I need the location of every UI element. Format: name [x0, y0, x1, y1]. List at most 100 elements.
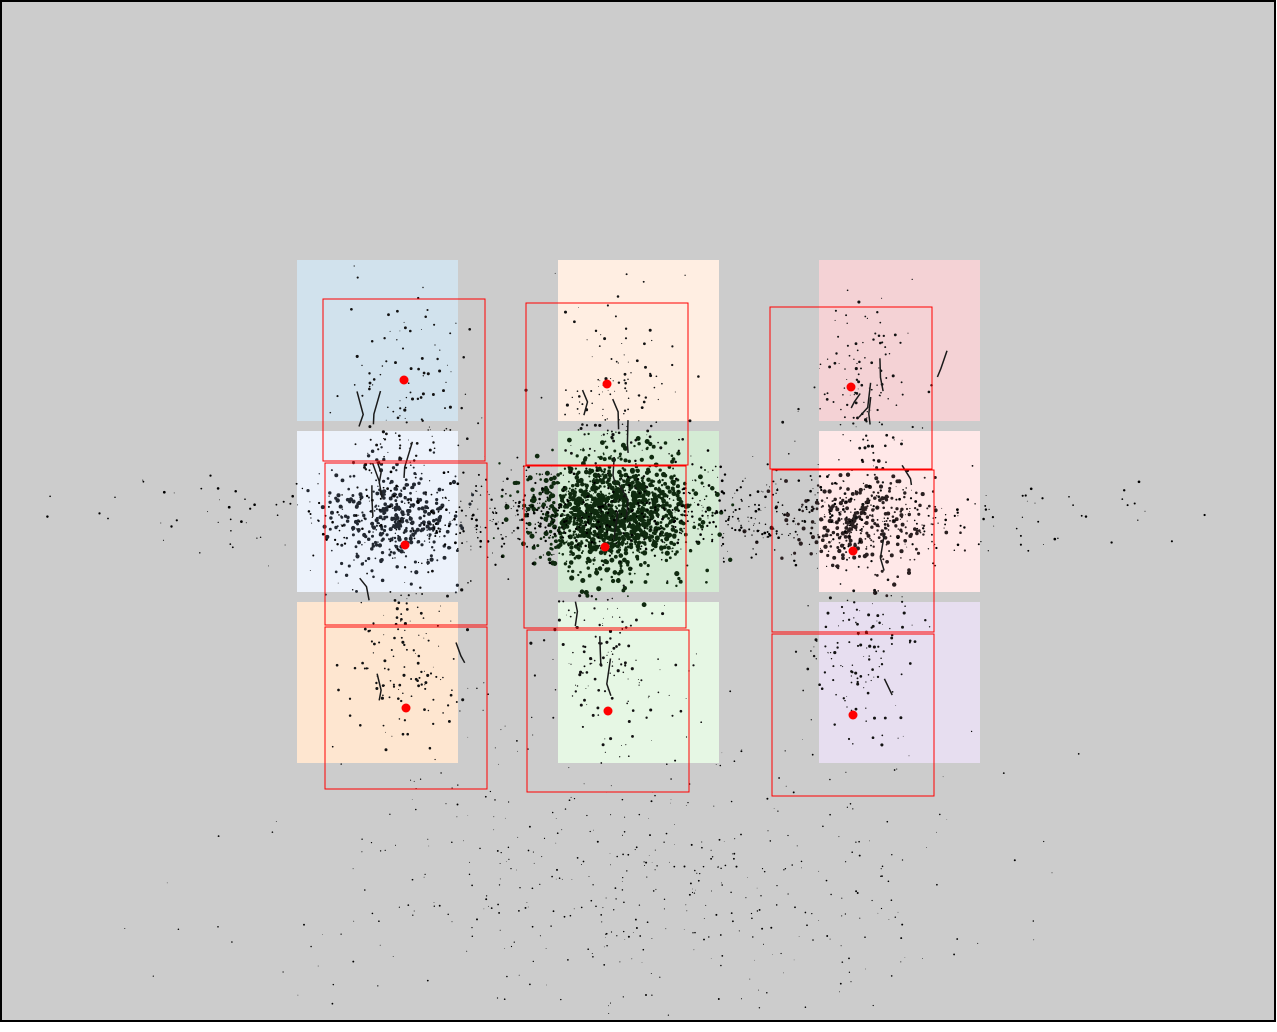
scatter-point — [933, 476, 937, 479]
scatter-point — [625, 480, 630, 485]
scatter-point — [562, 600, 565, 603]
scatter-point — [282, 971, 284, 973]
scatter-point — [841, 897, 843, 899]
scatter-point — [863, 511, 867, 516]
centroid-marker-top-left — [399, 375, 409, 385]
scatter-point — [465, 514, 467, 517]
scatter-point — [434, 758, 436, 761]
scatter-point — [664, 501, 669, 506]
scatter-point — [426, 560, 430, 565]
scatter-point — [343, 542, 347, 545]
scatter-point — [837, 548, 842, 554]
scatter-point — [635, 522, 637, 524]
scatter-point — [695, 540, 698, 543]
scatter-point — [629, 545, 634, 550]
scatter-point — [563, 467, 567, 470]
scatter-point — [851, 851, 853, 853]
scatter-point — [657, 479, 662, 484]
scatter-point — [551, 875, 553, 878]
scatter-point — [572, 523, 575, 526]
scatter-point — [676, 489, 681, 495]
scatter-point — [625, 390, 628, 392]
scatter-point — [601, 921, 603, 923]
scatter-point — [626, 545, 630, 549]
scatter-point — [854, 401, 858, 405]
scatter-point — [594, 462, 597, 465]
scatter-point — [654, 499, 659, 503]
scatter-point — [673, 529, 679, 534]
scatter-point — [403, 487, 406, 489]
scatter-point — [675, 550, 679, 554]
scatter-point — [399, 415, 401, 417]
scatter-point — [753, 523, 755, 525]
scatter-point — [554, 689, 557, 691]
scatter-point — [862, 438, 865, 441]
bounding-boxes-layer — [322, 298, 935, 797]
scatter-point — [387, 538, 390, 540]
scatter-point — [875, 574, 879, 577]
scatter-point — [552, 475, 557, 481]
scatter-point — [512, 481, 517, 485]
scatter-point — [862, 341, 864, 344]
scatter-point — [656, 503, 661, 508]
scatter-point — [527, 849, 530, 852]
scatter-point — [775, 904, 778, 906]
scatter-point — [495, 511, 496, 513]
scatter-point — [434, 522, 438, 526]
scatter-point — [98, 512, 101, 515]
scatter-point — [650, 800, 653, 803]
scatter-point — [802, 528, 805, 531]
scatter-point — [850, 511, 852, 513]
scatter-point — [715, 913, 718, 916]
scatter-point — [410, 485, 415, 490]
trajectory-stroke — [403, 441, 414, 478]
scatter-point — [669, 475, 674, 480]
scatter-point — [892, 519, 895, 522]
scatter-point — [370, 547, 374, 551]
scatter-point — [544, 526, 547, 529]
scatter-point — [597, 480, 600, 482]
scatter-point — [740, 833, 742, 836]
scatter-point — [832, 679, 835, 682]
scatter-point — [740, 524, 742, 527]
scatter-point — [477, 422, 480, 425]
scatter-point — [571, 695, 574, 697]
scatter-point — [906, 570, 912, 575]
scatter-point — [870, 544, 872, 547]
scatter-point — [612, 570, 618, 575]
scatter-point — [531, 887, 534, 890]
scatter-point — [890, 633, 894, 637]
scatter-point — [884, 353, 887, 356]
scatter-point — [596, 498, 600, 503]
scatter-point — [552, 507, 556, 512]
scatter-point — [810, 526, 814, 530]
scatter-point — [886, 540, 890, 545]
scatter-point — [378, 515, 383, 520]
scatter-point — [368, 532, 370, 534]
scatter-point — [855, 492, 859, 496]
scatter-point — [551, 811, 554, 814]
scatter-point — [905, 531, 908, 535]
scatter-point — [860, 527, 863, 531]
scatter-point — [597, 378, 600, 381]
scatter-point — [838, 836, 840, 838]
scatter-point — [229, 543, 232, 545]
scatter-point — [841, 961, 844, 963]
scatter-point — [393, 520, 397, 524]
scatter-point — [451, 479, 457, 485]
scatter-point — [557, 506, 561, 510]
scatter-point — [615, 551, 617, 553]
scatter-point — [884, 346, 887, 349]
scatter-point — [686, 514, 688, 517]
scatter-point — [697, 474, 703, 480]
centroid-marker-top-center — [602, 379, 612, 389]
scatter-point — [692, 525, 697, 530]
scatter-point — [657, 658, 659, 660]
scatter-point — [493, 816, 495, 818]
scatter-point — [871, 624, 875, 628]
scatter-point — [564, 389, 567, 392]
scatter-point — [606, 418, 608, 420]
scatter-point — [617, 431, 621, 435]
scatter-point — [729, 690, 732, 693]
scatter-point — [564, 493, 567, 496]
